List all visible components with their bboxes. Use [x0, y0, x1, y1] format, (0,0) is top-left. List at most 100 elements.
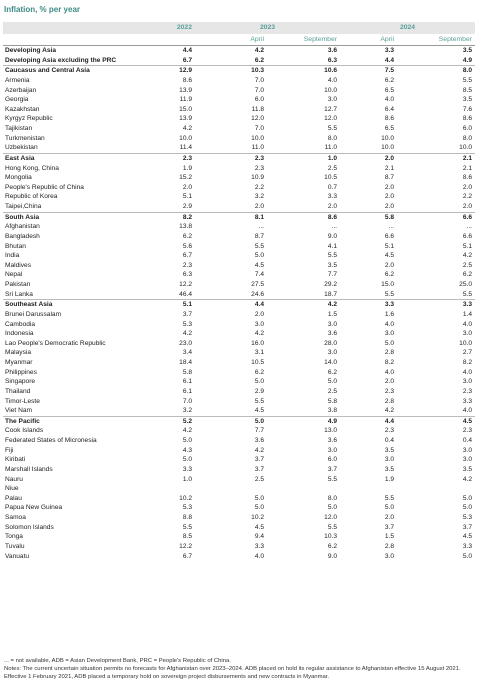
table-row: Fiji 4.3 4.2 3.0 3.5 3.0: [3, 446, 475, 456]
cell-value: 8.8: [182, 514, 192, 521]
cell-value: 6.2: [182, 232, 192, 240]
cell-value: 7.6: [462, 105, 472, 113]
cell-value: 7.7: [327, 271, 337, 279]
cell-value: 4.0: [462, 320, 472, 328]
cell-value: 2.3: [254, 164, 264, 172]
cell-value: 10.0: [459, 144, 472, 152]
table-row: Philippines 5.8 6.2 6.2 4.0 4.0: [3, 368, 475, 378]
cell-value: 5.2: [153, 415, 195, 427]
cell-value: 5.0: [182, 437, 192, 444]
cell-value: 3.0: [462, 378, 472, 386]
corner: [3, 22, 153, 34]
row-label: Kiribati: [5, 456, 26, 464]
cell-value: 3.6: [327, 330, 337, 338]
cell-value: [397, 484, 475, 494]
row-label: Tonga: [5, 533, 23, 541]
cell-value: 16.0: [251, 339, 264, 347]
cell-value: 3.0: [462, 446, 472, 454]
table-row: The Pacific 5.2 5.0 4.9 4.4 4.5: [3, 415, 475, 427]
row-label: Kazakhstan: [5, 105, 40, 113]
cell-value: 12.7: [324, 105, 337, 113]
row-label: Southeast Asia: [3, 299, 153, 310]
table-row: Singapore 6.1 5.0 5.0 2.0 3.0: [3, 377, 475, 387]
cell-value: 5.0: [327, 504, 337, 512]
cell-value: 10.3: [324, 533, 337, 541]
cell-value: 4.0: [327, 76, 337, 84]
cell-value: 0.4: [384, 437, 394, 444]
cell-value: [195, 484, 267, 494]
row-label: Afghanistan: [5, 223, 40, 231]
cell-value: 3.5: [462, 465, 472, 473]
cell-value: 10.0: [251, 134, 264, 142]
cell-value: 2.7: [462, 349, 472, 357]
cell-value: 2.8: [384, 349, 394, 357]
row-label: Developing Asia: [3, 44, 153, 56]
cell-value: 2.1: [397, 152, 475, 164]
cell-value: 3.5: [397, 44, 475, 56]
cell-value: 7.0: [254, 76, 264, 84]
cell-value: 15.2: [179, 174, 192, 182]
cell-value: 4.0: [384, 320, 394, 328]
cell-value: 3.6: [254, 437, 264, 444]
cell-value: 5.0: [254, 494, 264, 502]
cell-value: 7.0: [182, 397, 192, 405]
cell-value: 10.0: [179, 134, 192, 142]
cell-value: 5.0: [462, 504, 472, 512]
cell-value: 4.2: [254, 446, 264, 454]
cell-value: 1.0: [267, 152, 340, 164]
table-row: Tonga 8.5 9.4 10.3 1.5 4.5: [3, 532, 475, 542]
cell-value: 8.6: [267, 211, 340, 223]
cell-value: 11.0: [251, 144, 264, 152]
cell-value: 2.2: [462, 193, 472, 201]
cell-value: 2.5: [327, 164, 337, 172]
table-row: Developing Asia 4.4 4.2 3.6 3.3 3.5: [3, 44, 475, 56]
row-label: Nauru: [5, 475, 23, 483]
cell-value: 12.0: [324, 115, 337, 123]
cell-value: 3.3: [397, 299, 475, 310]
cell-value: 24.6: [251, 290, 264, 298]
cell-value: 5.6: [182, 242, 192, 250]
footnote: ... = not available, ADB = Asian Develop…: [4, 658, 231, 664]
cell-value: 10.5: [251, 359, 264, 366]
cell-value: 10.0: [324, 86, 337, 94]
cell-value: 2.0: [254, 203, 264, 210]
table-row: Republic of Korea 5.1 3.2 3.3 2.0 2.2: [3, 192, 475, 202]
cell-value: 13.9: [179, 115, 192, 123]
cell-value: 5.0: [195, 415, 267, 427]
cell-value: 9.4: [254, 533, 264, 541]
cell-value: 0.4: [462, 437, 472, 444]
row-label: Nepal: [5, 271, 23, 279]
table-row: Lao People's Democratic Republic 23.0 16.0…: [3, 339, 475, 349]
cell-value: 3.3: [462, 397, 472, 405]
cell-value: 4.2: [182, 125, 192, 132]
table-row: Nepal 6.3 7.4 7.7 6.2 6.2: [3, 270, 475, 280]
cell-value: 6.6: [462, 232, 472, 240]
table-title: Inflation, % per year: [4, 5, 81, 14]
table-row: Bhutan 5.6 5.5 4.1 5.1 5.1: [3, 242, 475, 252]
cell-value: 2.1: [384, 164, 394, 172]
cell-value: 13.8: [179, 223, 192, 231]
table-row: Taipei,China 2.9 2.0 2.0 2.0 2.0: [3, 202, 475, 212]
cell-value: 3.0: [327, 446, 337, 454]
cell-value: 3.6: [267, 44, 340, 56]
table-row: Vanuatu 6.7 4.0 9.0 3.0 5.0: [3, 552, 475, 562]
cell-value: 3.7: [462, 523, 472, 531]
cell-value: 2.0: [254, 310, 264, 318]
cell-value: 5.8: [327, 397, 337, 405]
table-row: Kiribati 5.0 3.7 6.0 3.0 3.0: [3, 455, 475, 465]
cell-value: 4.2: [384, 407, 394, 415]
cell-value: 2.0: [384, 193, 394, 201]
cell-value: 3.3: [340, 299, 397, 310]
sub-header: September: [267, 34, 340, 46]
cell-value: 3.0: [384, 552, 394, 560]
cell-value: 2.0: [384, 261, 394, 269]
row-label: Malaysia: [5, 349, 32, 357]
cell-value: 4.5: [384, 252, 394, 260]
cell-value: 46.4: [179, 290, 192, 298]
cell-value: 3.7: [254, 456, 264, 464]
table-row: Kazakhstan 15.0 11.8 12.7 6.4 7.6: [3, 105, 475, 115]
cell-value: 3.0: [462, 330, 472, 338]
cell-value: 3.2: [182, 407, 192, 415]
cell-value: [153, 484, 195, 494]
